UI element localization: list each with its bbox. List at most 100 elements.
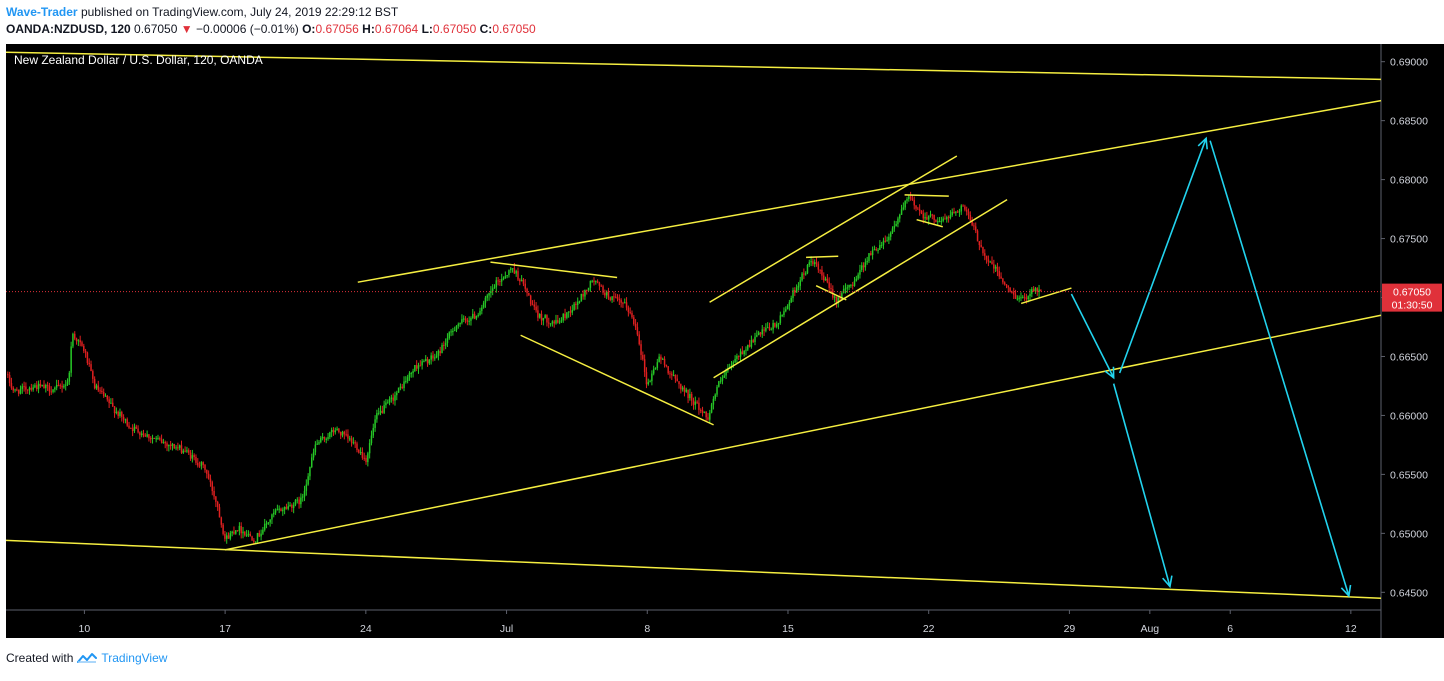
candle-body — [349, 438, 351, 440]
candle-body — [935, 220, 937, 222]
candle-body — [260, 533, 262, 537]
candle-body — [600, 285, 602, 287]
candle-body — [500, 278, 503, 282]
candle-body — [1022, 296, 1024, 298]
candle-body — [839, 297, 841, 300]
candle-body — [159, 438, 161, 440]
candle-body — [301, 496, 304, 498]
symbol-label[interactable]: OANDA:NZDUSD, 120 — [6, 22, 131, 36]
candle-body — [408, 373, 411, 378]
open-value: 0.67056 — [315, 22, 359, 36]
tradingview-link[interactable]: TradingView — [101, 651, 168, 665]
price-tick-label: 0.66000 — [1390, 410, 1428, 422]
candle-body — [177, 447, 179, 449]
candle-body — [318, 442, 320, 444]
candle-body — [495, 280, 498, 288]
candle-body — [634, 323, 637, 328]
candle-body — [558, 321, 561, 323]
candle-body — [316, 443, 318, 445]
candle-body — [540, 313, 543, 321]
candle-body — [251, 536, 253, 541]
candle-body — [334, 430, 337, 433]
footer: Created with TradingView — [6, 651, 167, 665]
candle-body — [184, 450, 186, 452]
candle-body — [385, 402, 387, 406]
candle-body — [267, 522, 270, 524]
candle-body — [974, 226, 977, 231]
candle-body — [122, 416, 125, 420]
candle-body — [220, 517, 223, 525]
candle-body — [672, 375, 675, 377]
candle-body — [68, 372, 71, 382]
candle-body — [225, 535, 228, 539]
candle-body — [168, 444, 170, 447]
candle-body — [479, 310, 481, 315]
price-axis[interactable] — [1381, 44, 1444, 638]
projection-arrow-line — [1209, 140, 1350, 597]
candle-body — [841, 293, 843, 300]
candle-body — [278, 508, 280, 510]
candle-body — [833, 296, 836, 298]
candle-body — [43, 384, 45, 389]
candle-body — [1038, 289, 1040, 292]
price-tick-label: 0.69000 — [1390, 57, 1428, 69]
candle-body — [1009, 287, 1011, 292]
candle-body — [596, 281, 599, 283]
candle-body — [891, 228, 894, 233]
trendline-flag1-top — [806, 255, 839, 259]
candle-body — [622, 302, 624, 304]
time-tick-label: 10 — [79, 623, 91, 635]
candle-body — [441, 344, 443, 354]
time-axis[interactable] — [6, 610, 1381, 638]
projection-arrow-head-icon — [1197, 136, 1208, 150]
candle-body — [102, 392, 105, 396]
candle-body — [37, 383, 40, 390]
projection-layer[interactable] — [1070, 136, 1352, 598]
candle-body — [238, 525, 241, 531]
candle-body — [823, 275, 825, 281]
candle-body — [553, 321, 555, 324]
candle-body — [815, 262, 818, 264]
plot-area[interactable] — [6, 44, 1381, 610]
candle-body — [462, 318, 465, 320]
author-link[interactable]: Wave-Trader — [6, 5, 78, 19]
candle-body — [115, 411, 118, 414]
candle-body — [1014, 294, 1017, 299]
candle-body — [283, 506, 286, 510]
candle-body — [292, 504, 295, 508]
candle-body — [575, 303, 577, 306]
candle-body — [305, 484, 308, 491]
candle-body — [690, 394, 693, 401]
candle-body — [808, 262, 811, 265]
candle-body — [669, 373, 671, 375]
bar-countdown: 01:30:50 — [1392, 300, 1433, 312]
candle-body — [216, 501, 219, 508]
candle-body — [781, 314, 783, 316]
candle-body — [571, 309, 574, 313]
low-label: L: — [421, 22, 433, 36]
candle-body — [453, 330, 456, 332]
candle-body — [538, 313, 541, 318]
candle-body — [365, 457, 367, 463]
last-price: 0.67050 — [134, 22, 178, 36]
candle-body — [1036, 288, 1038, 292]
candle-body — [828, 282, 830, 288]
candle-body — [195, 456, 197, 463]
candle-body — [804, 273, 807, 275]
candle-body — [517, 271, 519, 280]
candle-body — [936, 221, 939, 223]
last-price-badge — [1382, 283, 1442, 312]
candle-body — [944, 218, 946, 220]
candle-body — [50, 391, 52, 393]
candle-body — [602, 286, 604, 293]
time-tick-label: 12 — [1345, 623, 1357, 635]
candle-body — [837, 297, 839, 303]
candle-body — [598, 282, 601, 286]
candle-body — [922, 213, 925, 219]
candle-body — [578, 301, 581, 303]
candle-body — [186, 450, 188, 452]
candle-body — [410, 373, 413, 375]
trendlines-layer[interactable] — [5, 51, 1382, 599]
